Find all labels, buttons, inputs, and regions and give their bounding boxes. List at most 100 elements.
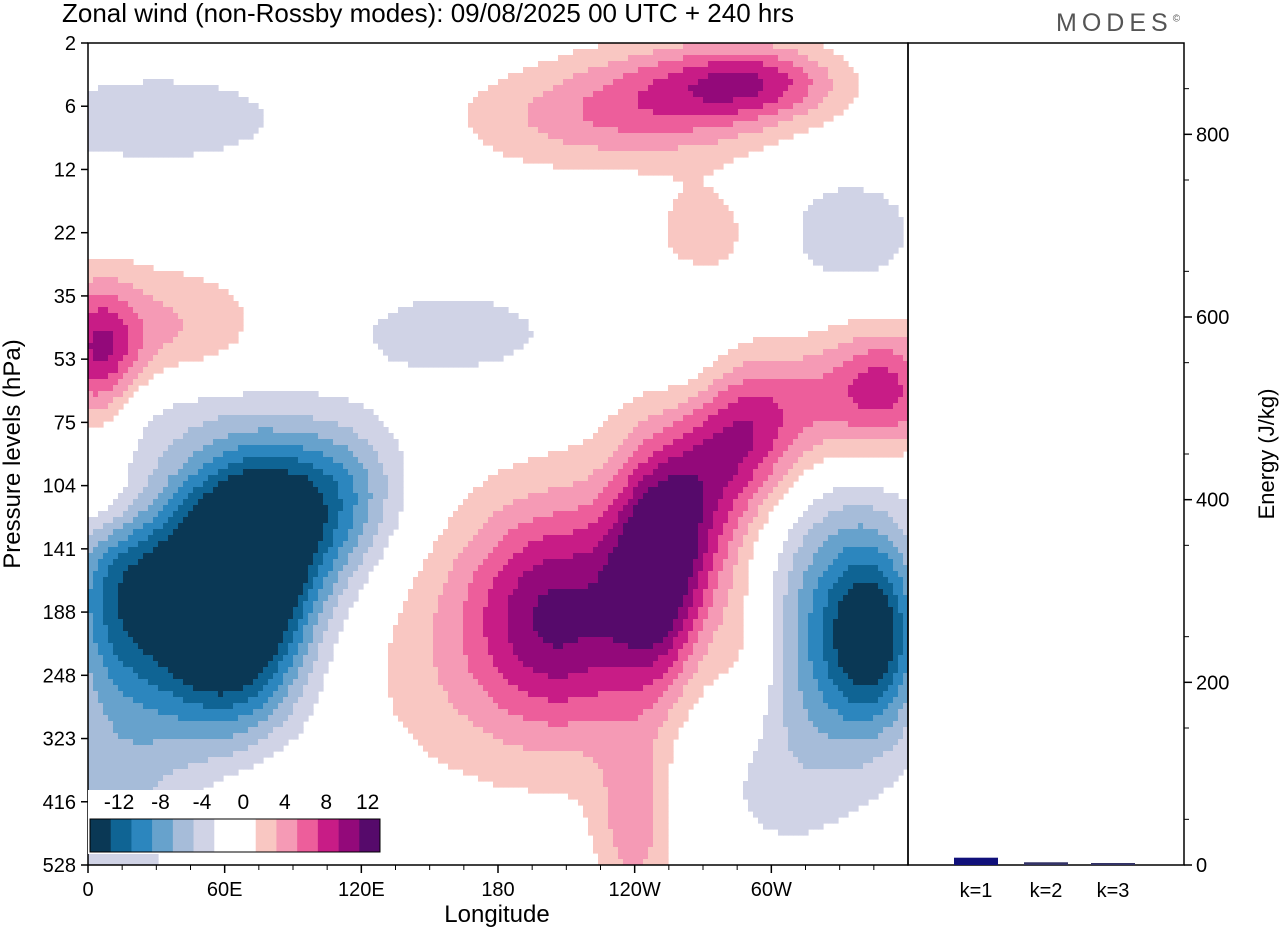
heat-cell [398,457,404,464]
heat-cell [108,91,114,98]
heat-cell [193,319,199,326]
heat-cell [823,85,829,92]
heat-cell [103,265,109,272]
heat-cell [398,337,404,344]
heat-cell [898,445,904,452]
heat-cell [693,85,699,92]
heat-cell [853,217,859,224]
heat-cell [238,319,244,326]
heat-cell [428,325,434,332]
heat-cell [708,391,714,398]
heat-cell [153,355,159,362]
heat-cell [693,463,699,470]
heat-cell [258,403,264,410]
heat-cell [803,49,809,56]
heat-cell [698,427,704,434]
heat-cell [693,451,699,458]
heat-cell [553,97,559,104]
heat-cell [98,115,104,122]
heat-cell [563,61,569,68]
heat-cell [158,139,164,146]
heat-cell [113,295,119,302]
heat-cell [638,433,644,440]
heat-cell [653,43,659,50]
heat-cell [423,307,429,314]
heat-cell [658,67,664,74]
heat-cell [808,91,814,98]
heat-cell [863,379,869,386]
heat-cell [623,97,629,104]
heat-cell [863,355,869,362]
heat-cell [668,121,674,128]
heat-cell [623,115,629,122]
heat-cell [88,127,94,134]
heat-cell [328,445,334,452]
heat-cell [888,379,894,386]
heat-cell [903,415,908,422]
heat-cell [858,391,864,398]
heat-cell [108,115,114,122]
heat-cell [678,421,684,428]
heat-cell [543,127,549,134]
heat-cell [93,397,99,404]
heat-cell [273,427,279,434]
heat-cell [798,121,804,128]
heat-cell [88,115,94,122]
heat-cell [803,85,809,92]
heat-cell [98,259,104,266]
heat-cell [818,235,824,242]
heat-cell [898,355,904,362]
heat-cell [713,229,719,236]
heat-cell [628,421,634,428]
heat-cell [513,109,519,116]
heat-cell [138,379,144,386]
heat-cell [148,103,154,110]
heat-cell [878,373,884,380]
heat-cell [383,439,389,446]
heat-cell [873,193,879,200]
heat-cell [823,265,829,272]
heat-cell [888,319,894,326]
heat-cell [648,403,654,410]
heat-cell [618,115,624,122]
heat-cell [253,409,259,416]
heat-cell [218,145,224,152]
heat-cell [813,223,819,230]
heat-cell [328,469,334,476]
heat-cell [133,289,139,296]
heat-cell [838,187,844,194]
heat-cell [743,43,749,50]
heat-cell [268,433,274,440]
heat-cell [673,427,679,434]
heat-cell [273,421,279,428]
heat-cell [153,283,159,290]
heat-cell [598,91,604,98]
heat-cell [308,427,314,434]
heat-cell [88,379,94,386]
heat-cell [818,421,824,428]
heat-cell [868,259,874,266]
heat-cell [483,115,489,122]
heat-cell [773,115,779,122]
heat-cell [648,169,654,176]
heat-cell [798,61,804,68]
heat-cell [723,85,729,92]
heat-cell [798,49,804,56]
heat-cell [233,451,239,458]
heat-cell [548,73,554,80]
heat-cell [863,223,869,230]
heat-cell [693,475,699,482]
heat-cell [193,469,199,476]
heat-cell [283,463,289,470]
heat-cell [183,313,189,320]
heat-cell [858,199,864,206]
heat-cell [578,133,584,140]
heat-cell [143,283,149,290]
heat-cell [398,343,404,350]
heat-cell [768,85,774,92]
heat-cell [703,97,709,104]
heat-cell [813,91,819,98]
heat-cell [763,349,769,356]
heat-cell [103,385,109,392]
heat-cell [108,307,114,314]
